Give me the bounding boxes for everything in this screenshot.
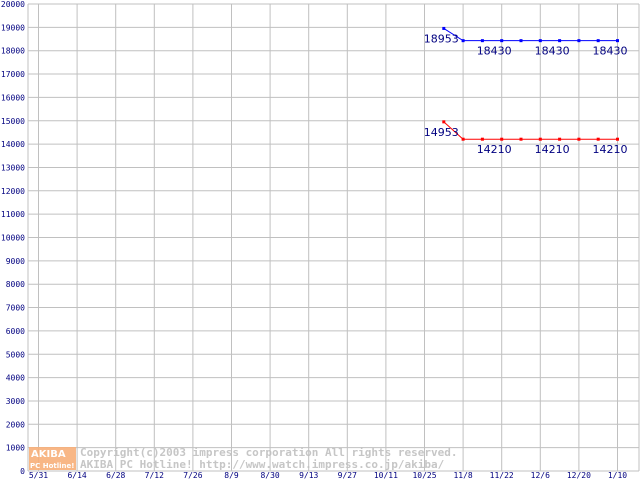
data-label-upper: 18953 [424,32,459,45]
data-point-upper [616,39,619,43]
data-label-lower: 14210 [593,143,628,156]
y-tick-label: 18000 [1,47,25,56]
y-tick-label: 3000 [6,397,25,406]
data-point-upper [538,39,542,43]
data-point-upper [596,39,600,43]
y-tick-label: 9000 [6,257,25,266]
logo-bottom-text: PC Hotline! [30,462,74,470]
series-line-upper [443,28,618,42]
data-label-lower: 14210 [535,143,570,156]
data-point-upper [519,39,523,43]
x-tick-label: 6/14 [67,471,86,480]
data-point-lower [538,137,542,141]
data-point-upper [442,26,446,30]
y-tick-label: 19000 [1,23,25,32]
data-point-lower [442,120,446,124]
x-tick-label: 9/13 [299,471,318,480]
y-tick-label: 10000 [1,234,25,243]
data-point-lower [596,137,600,141]
data-point-upper [577,39,581,43]
y-tick-label: 2000 [6,420,25,429]
y-tick-label: 14000 [1,140,25,149]
data-label-upper: 18430 [593,45,628,58]
series: 18953 18430 18430 18430 14953 14210 14210 14210 [424,26,628,156]
y-tick-label: 7000 [6,304,25,313]
x-tick-label: 12/20 [567,471,591,480]
watermark-url: AKIBA PC Hotline! http://www.watch.impre… [80,458,445,471]
y-tick-label: 13000 [1,163,25,172]
y-tick-label: 4000 [6,374,25,383]
y-tick-label: 1000 [6,444,25,453]
y-tick-label: 20000 [1,0,25,9]
y-tick-label: 17000 [1,70,25,79]
x-tick-label: 7/26 [183,471,202,480]
x-tick-label: 6/28 [106,471,125,480]
y-tick-label: 0 [20,467,25,476]
x-tick-label: 12/6 [531,471,550,480]
y-tick-label: 11000 [1,210,25,219]
x-tick-label: 7/12 [145,471,164,480]
x-tick-label: 1/10 [608,471,627,480]
data-point-lower [500,137,504,141]
grid [27,3,640,472]
watermark: AKIBA PC Hotline! Copyright(c)2003 impre… [29,446,458,471]
logo-bottom-bg [29,459,76,470]
x-tick-label: 8/30 [260,471,279,480]
data-label-upper: 18430 [535,45,570,58]
y-tick-label: 16000 [1,93,25,102]
logo-top-text: AKIBA [31,449,66,460]
x-tick-label: 11/22 [490,471,514,480]
x-tick-label: 10/25 [412,471,436,480]
data-point-upper [558,39,562,43]
data-point-upper [461,39,465,43]
data-point-lower [461,137,465,141]
x-axis: 5/31 6/14 6/28 7/12 7/26 8/9 8/30 9/13 9/27 10/11… [29,471,627,480]
x-tick-label: 11/8 [453,471,472,480]
x-tick-label: 10/11 [374,471,398,480]
data-label-lower: 14953 [424,126,459,139]
data-point-lower [558,137,562,141]
data-point-upper [480,39,484,43]
x-tick-label: 9/27 [338,471,357,480]
y-tick-label: 8000 [6,280,25,289]
data-point-lower [616,137,619,141]
data-label-lower: 14210 [477,143,512,156]
data-point-lower [480,137,484,141]
y-tick-label: 5000 [6,350,25,359]
y-axis: 0 1000 2000 3000 4000 5000 6000 7000 8000 9000 100… [1,0,25,476]
series-line-lower [443,121,618,140]
data-point-lower [577,137,581,141]
y-tick-label: 12000 [1,187,25,196]
data-point-upper [500,39,504,43]
logo-top-bg [29,447,76,459]
y-tick-label: 15000 [1,117,25,126]
x-tick-label: 8/9 [224,471,239,480]
watermark-copyright: Copyright(c)2003 impress corporation All… [80,446,458,459]
x-tick-label: 5/31 [29,471,48,480]
y-tick-label: 6000 [6,327,25,336]
data-label-upper: 18430 [477,45,512,58]
data-point-lower [519,137,523,141]
